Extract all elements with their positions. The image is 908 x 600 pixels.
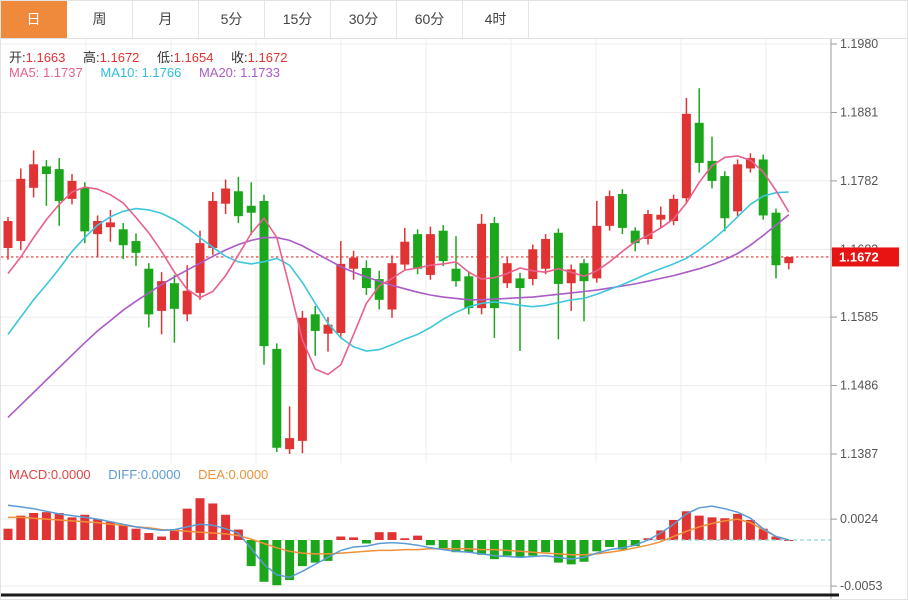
macd-label: MACD:	[9, 467, 51, 482]
tab-5min[interactable]: 5分	[199, 1, 265, 38]
svg-text:1.1782: 1.1782	[840, 174, 878, 188]
close-value: 1.1672	[247, 50, 288, 65]
ma20-label: MA20:	[198, 65, 237, 80]
diff-value: 0.0000	[140, 467, 181, 482]
ma-readout: MA5: 1.1737 MA10: 1.1766 MA20: 1.1733	[9, 65, 280, 80]
diff-line	[7, 504, 789, 579]
open-label: 开:	[9, 50, 26, 65]
ma10-value: 1.1766	[141, 65, 182, 80]
tab-month[interactable]: 月	[133, 1, 199, 38]
candles-group	[3, 88, 794, 454]
ma10-label: MA10:	[100, 65, 138, 80]
macd-histogram	[3, 498, 794, 586]
ma20-line	[7, 214, 790, 418]
ma10-line	[7, 191, 789, 352]
high-label: 高:	[83, 50, 100, 65]
tab-day[interactable]: 日	[1, 1, 67, 38]
tab-4hour[interactable]: 4时	[463, 1, 529, 38]
svg-text:1.1980: 1.1980	[840, 39, 878, 51]
close-label: 收:	[231, 50, 248, 65]
svg-text:-0.0053: -0.0053	[840, 579, 882, 593]
ma5-value: 1.1737	[42, 65, 83, 80]
ma5-label: MA5:	[9, 65, 40, 80]
ma5-line	[7, 155, 790, 376]
macd-value: 0.0000	[50, 467, 91, 482]
open-value: 1.1663	[25, 50, 66, 65]
ohlc-readout: 开:1.1663 高:1.1672 低:1.1654 收:1.1672	[9, 47, 287, 66]
main-price-chart[interactable]: 1.19801.18811.17821.16831.15851.14861.13…	[1, 39, 908, 463]
macd-gridlines	[1, 518, 831, 587]
svg-text:1.1881: 1.1881	[840, 105, 878, 119]
svg-text:1.1672: 1.1672	[839, 249, 879, 264]
dea-value: 0.0000	[228, 467, 269, 482]
macd-indicator-chart[interactable]: 0.0024 -0.0053	[1, 463, 908, 600]
diff-label: DIFF:	[108, 467, 141, 482]
svg-text:1.1387: 1.1387	[840, 447, 878, 461]
ma20-value: 1.1733	[240, 65, 280, 80]
macd-readout: MACD:0.0000 DIFF:0.0000 DEA:0.0000	[9, 467, 268, 482]
macd-axis-labels: 0.0024 -0.0053	[831, 512, 882, 593]
period-tabbar: 日 周 月 5分 15分 30分 60分 4时	[1, 1, 907, 39]
dea-label: DEA:	[198, 467, 229, 482]
high-value: 1.1672	[99, 50, 140, 65]
tab-week[interactable]: 周	[67, 1, 133, 38]
bottom-boundary-line	[1, 593, 839, 597]
low-value: 1.1654	[173, 50, 214, 65]
current-price-tag: 1.1672	[832, 247, 899, 267]
tab-30min[interactable]: 30分	[331, 1, 397, 38]
svg-text:0.0024: 0.0024	[840, 512, 878, 526]
svg-text:1.1585: 1.1585	[840, 310, 878, 324]
tab-60min[interactable]: 60分	[397, 1, 463, 38]
svg-text:1.1486: 1.1486	[840, 379, 878, 393]
tab-15min[interactable]: 15分	[265, 1, 331, 38]
low-label: 低:	[157, 50, 174, 65]
